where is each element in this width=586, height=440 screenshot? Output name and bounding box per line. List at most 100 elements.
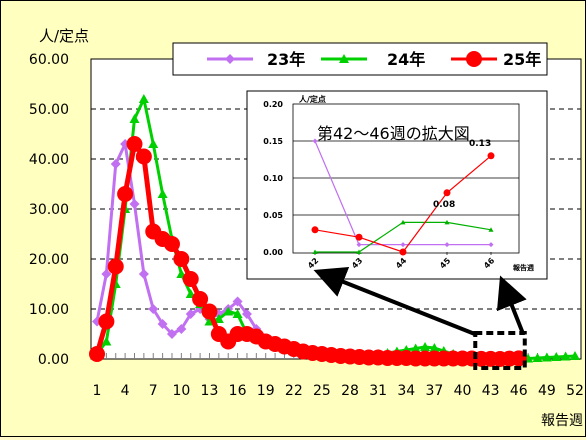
inset-point-25 [311,226,319,234]
point-23 [185,309,196,319]
y-tick-label: 10.00 [29,302,69,318]
legend-marker-24 [339,54,349,63]
y-tick-label: 0.00 [38,352,69,368]
y-tick-label: 20.00 [29,252,69,268]
x-tick-label: 10 [172,383,190,399]
point-24 [532,353,543,362]
inset-point-24 [488,227,494,232]
zoom-arrow-left [313,266,479,337]
point-24 [429,343,440,352]
inset-point-25 [487,152,495,160]
inset-y-tick-label: 0.20 [263,100,283,109]
inset-y-tick-label: 0.05 [263,211,283,220]
point-25 [89,346,105,362]
inset-chart: 0.000.050.100.150.20 42 43 44 45 46 人/定点 報告週… [246,90,548,280]
x-tick-label: 52 [566,383,584,399]
legend: 23年 24年 25年 [172,42,548,76]
point-24 [232,309,243,318]
y-tick-label: 40.00 [29,152,69,168]
point-24 [551,352,562,361]
inset-point-25 [443,189,451,197]
y-axis: 0.00 10.00 20.00 30.00 40.00 50.00 60.00 [29,52,69,368]
point-25 [98,313,115,330]
point-23 [157,319,168,329]
point-23 [166,329,177,339]
x-tick-label: 4 [121,383,130,399]
main-series [89,94,580,367]
y-tick-label: 50.00 [29,102,69,118]
legend-marker-23 [225,54,235,64]
point-23 [110,159,121,169]
zoom-selection-box [473,331,527,370]
inset-point-24 [444,219,450,225]
point-24 [157,189,168,198]
x-tick-label: 28 [341,383,359,399]
inset-point-24 [312,249,318,254]
x-tick-label: 43 [482,383,500,399]
legend-marker-25 [466,51,482,67]
legend-label-25: 25年 [503,50,541,69]
point-25 [107,258,124,275]
point-23 [138,269,149,279]
point-25 [117,186,134,202]
point-24 [410,343,421,353]
inset-point-23 [312,138,318,144]
point-23 [148,304,159,314]
inset-point-25 [399,248,407,256]
y-tick-label: 60.00 [29,52,69,68]
x-tick-label: 46 [510,383,528,399]
x-tick-label: 1 [93,383,102,399]
point-23 [176,324,187,334]
inset-title: 第42〜46週の拡大図 [317,124,470,143]
x-tick-label: 13 [201,383,219,399]
inset-x-axis-label: 報告週 [513,263,534,272]
inset-point-23 [356,242,362,248]
x-tick-label: 7 [149,383,158,399]
y-tick-label: 30.00 [29,202,69,218]
point-25 [126,136,143,152]
point-23 [129,199,140,209]
legend-label-23: 23年 [267,50,305,69]
point-25 [173,251,190,267]
point-25 [201,303,218,320]
point-23 [241,309,252,319]
point-25 [182,271,199,287]
x-tick-label: 25 [313,383,331,399]
point-23 [232,296,243,307]
point-24 [420,342,431,351]
x-tick-label: 31 [369,383,387,399]
x-tick-label: 34 [397,383,415,399]
point-24 [223,306,234,316]
point-25 [163,236,180,252]
x-tick-label: 37 [425,383,443,399]
point-25 [135,148,152,165]
inset-y-tick-label: 0.00 [263,248,283,257]
inset-y-axis: 0.00 0.05 0.10 0.15 0.20 [263,100,283,257]
x-tick-label: 49 [538,383,556,399]
inset-point-23 [488,242,494,248]
inset-annotation-013: 0.13 [469,139,491,149]
x-tick-label: 40 [454,383,472,399]
legend-label-24: 24年 [387,50,425,69]
inset-point-24 [356,249,362,254]
point-24 [138,94,149,103]
inset-y-tick-label: 0.10 [263,174,283,183]
point-25 [192,291,209,307]
point-24 [129,114,140,123]
inset-y-unit-label: 人/定点 [299,94,326,104]
point-24 [101,336,112,346]
point-24 [541,352,552,362]
x-tick-label: 19 [257,383,275,399]
inset-point-25 [355,233,363,241]
inset-series [311,138,495,256]
point-24 [570,351,580,360]
y-unit-label: 人/定点 [39,27,89,45]
inset-annotation-008: 0.08 [433,200,455,210]
point-23 [101,269,112,279]
inset-point-23 [444,242,450,248]
x-axis: 1 4 7 10 13 16 19 22 25 28 31 34 37 40 43 46 49 52 [93,353,584,399]
inset-point-24 [400,219,406,225]
point-24 [148,139,159,148]
